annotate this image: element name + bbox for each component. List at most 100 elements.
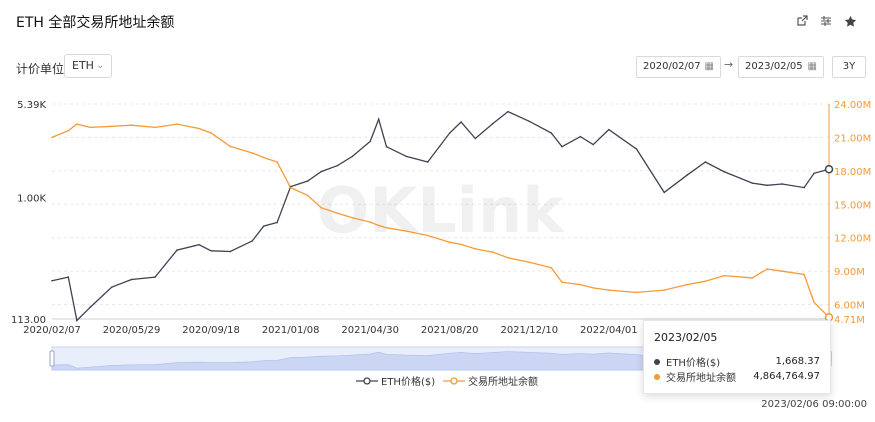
data-point-balance <box>229 145 232 148</box>
data-point-balance <box>251 152 254 154</box>
y-right-tick-label: 12.00M <box>834 234 871 245</box>
x-tick-label: 2021/12/10 <box>500 325 558 336</box>
x-tick-label: 2020/02/07 <box>23 325 81 336</box>
calendar-icon: ▦ <box>704 61 714 72</box>
data-point-price <box>210 250 212 252</box>
tooltip-row-price: ETH价格($) 1,668.37 <box>654 354 820 369</box>
tooltip-price-label: ETH价格($) <box>666 358 721 369</box>
data-point-balance <box>320 206 322 209</box>
data-point-balance <box>528 261 531 264</box>
tooltip-row-balance: 交易所地址余额 4,864,764.97 <box>654 369 820 384</box>
data-point-price <box>781 183 783 185</box>
date-to-value: 2023/02/05 <box>745 61 803 72</box>
data-point-balance <box>704 280 707 283</box>
legend-label-balance: 交易所地址余额 <box>468 375 538 388</box>
y-right-tick-label: 21.00M <box>834 133 871 144</box>
data-point-price <box>320 170 322 173</box>
data-point-balance <box>276 161 278 163</box>
watermark-logo: OKLink <box>317 174 566 247</box>
price-dot <box>654 358 660 365</box>
series-line-price <box>51 110 830 322</box>
page-title: ETH 全部交易所地址余额 <box>16 15 175 31</box>
x-tick-label: 2022/04/01 <box>580 325 638 336</box>
data-point-price <box>448 132 451 134</box>
data-point-balance <box>448 241 451 244</box>
data-point-price <box>592 143 595 146</box>
data-point-balance <box>154 126 156 129</box>
settings-icon[interactable] <box>819 14 833 28</box>
range-3y-button[interactable]: 3Y <box>832 56 866 78</box>
data-point-price <box>351 155 354 158</box>
star-icon[interactable] <box>843 14 857 28</box>
data-point-price <box>704 161 707 163</box>
data-point-balance <box>426 234 429 237</box>
data-point-balance <box>210 132 212 134</box>
data-point-price <box>686 174 688 176</box>
data-point-price <box>262 225 265 227</box>
y-right-tick-label: 4.71M <box>834 315 865 326</box>
data-point-balance <box>608 289 610 291</box>
data-point-balance <box>766 268 769 270</box>
chart-tooltip: 2023/02/05 ETH价格($) 1,668.37 交易所地址余额 4,8… <box>643 320 831 394</box>
data-point-price <box>67 276 70 278</box>
data-point-balance <box>635 291 638 294</box>
unit-dropdown[interactable]: ETH ⌄ <box>64 54 112 78</box>
series-line-balance <box>51 123 830 318</box>
data-point-price <box>377 118 380 121</box>
x-tick-label: 2021/04/30 <box>341 325 399 336</box>
data-point-price <box>130 278 133 281</box>
data-point-balance <box>686 283 688 286</box>
data-point-price <box>723 170 725 173</box>
y-left-tick-label: 5.39K <box>17 100 46 111</box>
data-point-price <box>550 132 553 134</box>
legend-marker-balance <box>450 377 458 385</box>
data-point-price <box>426 161 429 163</box>
data-point-balance <box>550 267 553 269</box>
date-to-input[interactable]: 2023/02/05 ▦ <box>738 56 824 78</box>
date-from-value: 2020/02/07 <box>643 61 701 72</box>
share-icon[interactable] <box>795 14 809 28</box>
data-point-price <box>507 110 509 113</box>
y-right-tick-label: 6.00M <box>834 301 865 312</box>
data-point-price <box>803 186 805 189</box>
data-point-price <box>154 276 156 278</box>
y-right-tick-label: 15.00M <box>834 200 871 211</box>
unit-value: ETH <box>72 59 94 72</box>
data-point-balance <box>198 127 200 130</box>
data-point-price <box>176 249 178 251</box>
data-point-price <box>492 122 494 125</box>
data-point-price <box>385 145 388 148</box>
tooltip-balance-value: 4,864,764.97 <box>753 371 820 382</box>
data-point-balance <box>385 226 388 229</box>
date-from-input[interactable]: 2020/02/07 ▦ <box>636 56 721 78</box>
data-point-balance <box>130 124 133 126</box>
data-point-price <box>405 155 408 158</box>
data-point-price <box>528 120 531 123</box>
data-point-balance <box>306 194 309 197</box>
y-right-tick-label: 24.00M <box>834 100 871 111</box>
data-point-balance <box>176 123 178 125</box>
chevron-down-icon: ⌄ <box>96 61 104 71</box>
y-right-tick-label: 9.00M <box>834 267 865 278</box>
data-point-price <box>276 221 278 224</box>
data-point-price <box>369 140 371 143</box>
tooltip-date: 2023/02/05 <box>654 331 718 344</box>
data-point-balance <box>803 273 805 276</box>
tooltip-balance-label: 交易所地址余额 <box>666 373 736 384</box>
data-point-balance <box>579 283 582 286</box>
data-point-price <box>198 243 200 246</box>
data-point-balance <box>751 277 754 279</box>
data-point-price <box>460 121 462 123</box>
tooltip-price-value: 1,668.37 <box>775 356 820 367</box>
data-point-balance <box>89 126 92 129</box>
data-point-balance <box>663 289 666 291</box>
legend-marker-price <box>363 377 371 385</box>
x-tick-label: 2021/01/08 <box>262 325 320 336</box>
data-timestamp: 2023/02/06 09:00:00 <box>761 399 867 410</box>
range-handle-left <box>49 350 55 367</box>
data-point-balance <box>369 221 371 223</box>
data-point-balance <box>492 251 494 254</box>
data-point-price <box>110 286 113 289</box>
legend-label-price: ETH价格($) <box>381 375 435 388</box>
